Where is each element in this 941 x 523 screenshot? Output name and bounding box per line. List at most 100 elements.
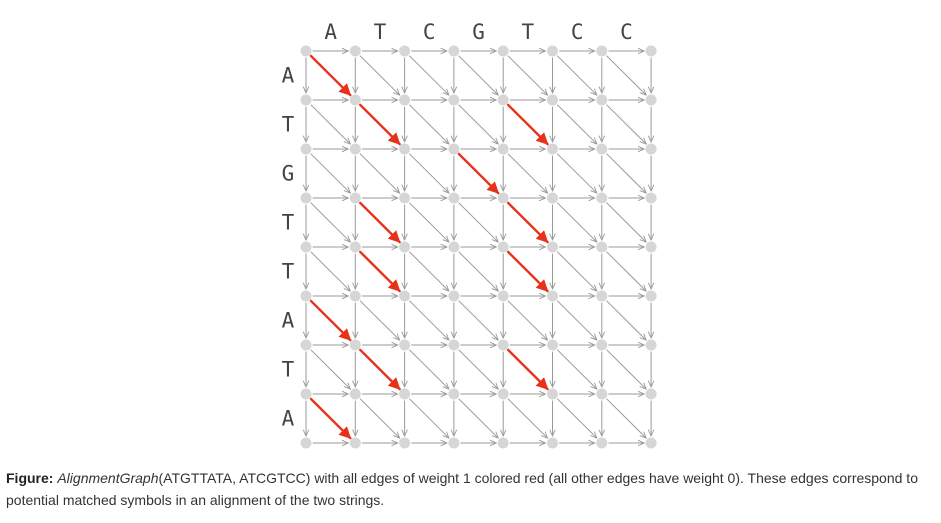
diagonal-edge	[458, 300, 498, 340]
graph-node	[349, 437, 361, 449]
diagonal-edge	[606, 349, 646, 389]
diagonal-edge-weight-1	[359, 348, 401, 391]
diagonal-edge-weight-1	[359, 103, 401, 146]
row-letter: G	[282, 162, 295, 186]
diagonal-edge	[606, 398, 646, 438]
graph-node	[300, 94, 312, 106]
graph-node	[399, 339, 411, 351]
graph-node	[645, 192, 657, 204]
row-letter: T	[282, 358, 295, 382]
diagonal-edge-weight-1	[457, 152, 500, 195]
graph-node	[399, 437, 411, 449]
alignment-graph: A T C G T C C A T G T T A T A	[282, 20, 657, 449]
caption-text: (ATGTTATA, ATCGTCC) with all edges of we…	[6, 470, 918, 508]
diagonal-edge-weight-1	[506, 103, 549, 146]
diagonal-edge	[458, 202, 498, 242]
caption-function-name: AlignmentGraph	[57, 470, 159, 486]
diagonal-edge-weight-1	[309, 397, 352, 440]
graph-node	[448, 388, 460, 400]
diagonal-edge	[310, 349, 350, 389]
graph-node	[497, 339, 509, 351]
graph-node	[596, 94, 608, 106]
graph-node	[497, 192, 509, 204]
diagonal-edge	[507, 300, 547, 340]
diagonal-edge	[409, 300, 449, 340]
graph-node	[645, 437, 657, 449]
graph-node	[596, 388, 608, 400]
row-letter: T	[282, 260, 295, 284]
diagonal-edge	[556, 300, 596, 340]
graph-node	[596, 143, 608, 155]
diagonal-edge	[409, 398, 449, 438]
column-letter: G	[472, 20, 485, 44]
graph-node	[399, 241, 411, 253]
graph-node	[645, 388, 657, 400]
diagonal-edge	[556, 153, 596, 193]
graph-node	[547, 290, 558, 302]
diagonal-edge-weight-1	[309, 299, 352, 342]
row-letter: A	[282, 309, 295, 333]
diagonal-edge	[458, 55, 498, 95]
row-letter: A	[282, 407, 295, 431]
figure-caption: Figure: AlignmentGraph(ATGTTATA, ATCGTCC…	[6, 467, 931, 511]
diagonal-edge	[409, 202, 449, 242]
diagonal-edge	[507, 55, 547, 95]
diagonal-edge-weight-1	[359, 201, 401, 244]
graph-node	[300, 45, 312, 57]
diagonal-edge	[359, 153, 399, 193]
graph-node	[497, 45, 509, 57]
graph-node	[547, 388, 558, 400]
diagonal-edge	[606, 104, 646, 144]
graph-node	[448, 437, 460, 449]
graph-node	[497, 143, 509, 155]
graph-node	[300, 339, 312, 351]
graph-node	[448, 45, 460, 57]
row-letter: A	[282, 64, 295, 88]
column-letter: C	[571, 20, 584, 44]
graph-node	[349, 388, 361, 400]
graph-node	[547, 45, 558, 57]
graph-node	[547, 192, 558, 204]
graph-node	[448, 290, 460, 302]
graph-node	[399, 94, 411, 106]
gray-edges	[306, 51, 651, 443]
row-labels: A T G T T A T A	[282, 64, 295, 431]
graph-node	[645, 45, 657, 57]
graph-node	[399, 388, 411, 400]
graph-node	[349, 45, 361, 57]
column-letter: C	[423, 20, 436, 44]
diagonal-edge	[606, 153, 646, 193]
column-letter: T	[522, 20, 535, 44]
diagonal-edge-weight-1	[309, 54, 352, 97]
column-letter: A	[324, 20, 337, 44]
graph-nodes	[300, 45, 657, 449]
diagonal-edge	[310, 251, 350, 291]
graph-node	[300, 241, 312, 253]
caption-lead: Figure:	[6, 470, 54, 486]
diagonal-edge	[556, 398, 596, 438]
graph-node	[547, 339, 558, 351]
graph-node	[596, 339, 608, 351]
graph-node	[645, 241, 657, 253]
graph-node	[645, 290, 657, 302]
diagonal-edge	[458, 251, 498, 291]
diagonal-edge	[409, 104, 449, 144]
diagonal-edge	[458, 398, 498, 438]
graph-node	[399, 290, 411, 302]
diagonal-edge	[556, 202, 596, 242]
diagonal-edge	[606, 300, 646, 340]
graph-node	[300, 290, 312, 302]
diagonal-edge	[409, 55, 449, 95]
diagonal-edge-weight-1	[359, 250, 401, 293]
diagonal-edge	[310, 202, 350, 242]
graph-node	[497, 290, 509, 302]
diagonal-edge	[507, 398, 547, 438]
row-letter: T	[282, 113, 295, 137]
graph-node	[448, 192, 460, 204]
graph-node	[349, 94, 361, 106]
graph-node	[349, 290, 361, 302]
diagonal-edge	[409, 153, 449, 193]
graph-node	[596, 45, 608, 57]
graph-node	[349, 143, 361, 155]
